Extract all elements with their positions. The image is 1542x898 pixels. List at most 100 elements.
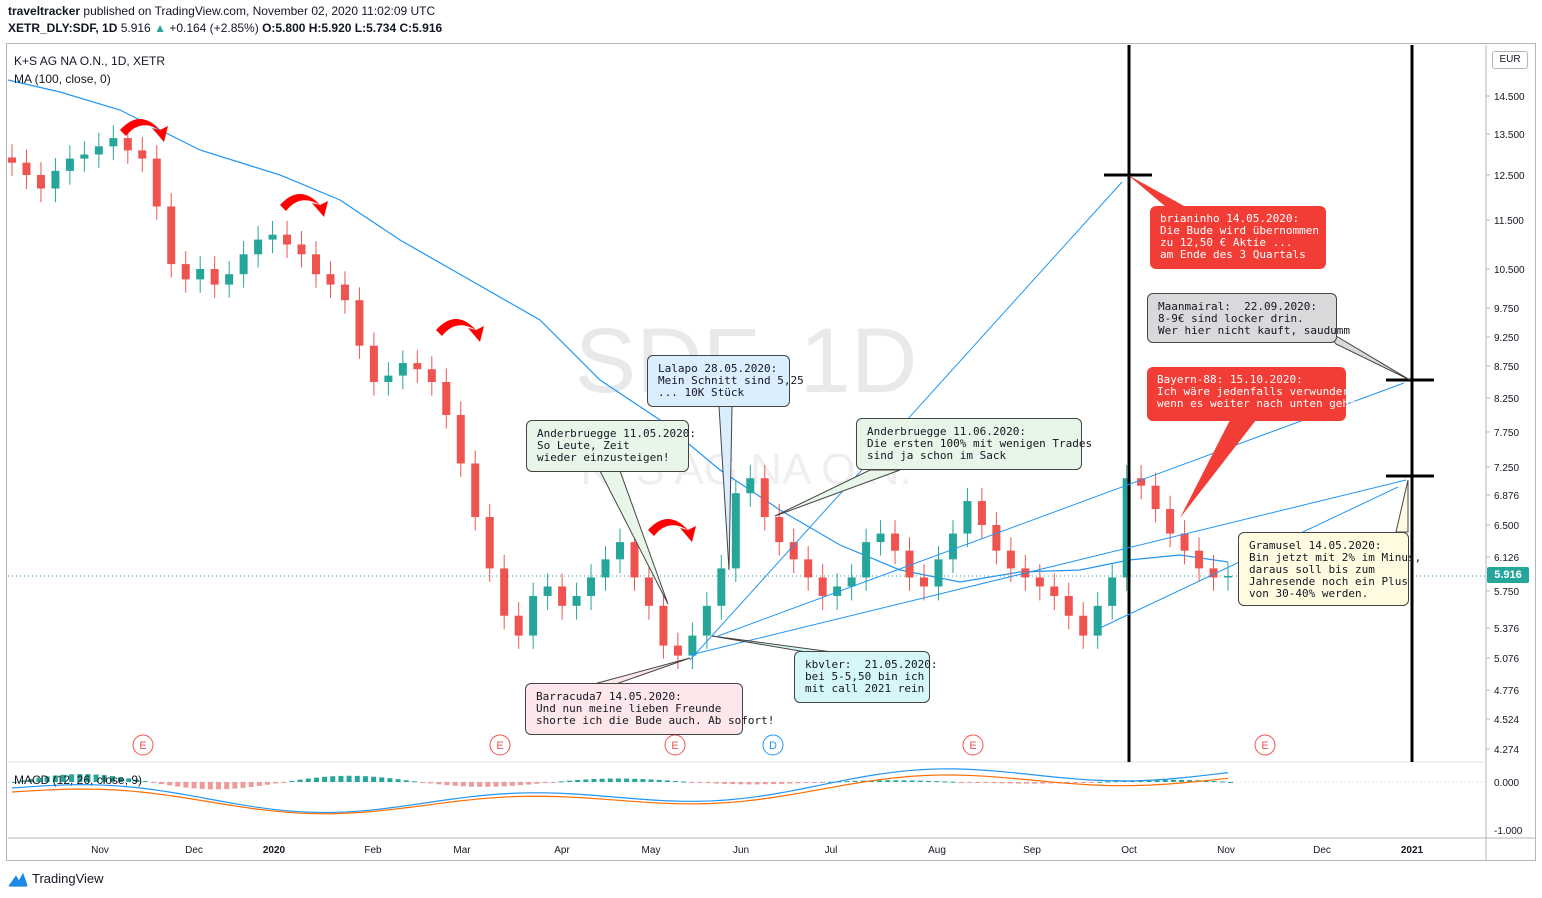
candle xyxy=(717,554,726,620)
candle xyxy=(905,537,914,591)
note-kbvler[interactable]: kbvler: 21.05.2020: bei 5-5,50 bin ich m… xyxy=(794,651,937,703)
macd-hist-bar xyxy=(697,782,703,783)
candle-body xyxy=(1166,509,1175,534)
macd-hist-bar xyxy=(991,782,997,784)
candle xyxy=(36,162,45,203)
legend-symbol: K+S AG NA O.N., 1D, XETR xyxy=(14,54,166,68)
macd-hist-bar xyxy=(811,782,817,783)
macd-hist-bar xyxy=(534,782,540,784)
candle-body xyxy=(587,577,596,596)
note-anderbruegge-1[interactable]: Anderbruegge 11.05.2020: So Leute, Zeit … xyxy=(526,420,696,472)
tradingview-logo[interactable]: TradingView xyxy=(8,871,104,887)
price-tick-label: 6.876 xyxy=(1494,491,1519,502)
candle xyxy=(529,582,538,649)
candle xyxy=(1122,465,1131,591)
candle-body xyxy=(920,577,928,587)
candle xyxy=(1224,562,1232,591)
macd-hist-bar xyxy=(917,780,923,782)
candle xyxy=(760,465,769,531)
macd-hist-bar xyxy=(183,782,189,788)
candle xyxy=(847,564,856,601)
price-tick-label: 9.750 xyxy=(1494,304,1519,315)
candle xyxy=(152,145,161,220)
macd-hist-bar xyxy=(852,780,858,782)
note-maanmairal[interactable]: Maanmairal: 22.09.2020: 8-9€ sind locker… xyxy=(1147,293,1350,343)
currency-badge[interactable]: EUR xyxy=(1492,51,1528,69)
macd-hist-bar xyxy=(264,782,270,785)
candle xyxy=(167,193,176,278)
publisher-name[interactable]: traveltracker xyxy=(8,4,81,18)
macd-hist-bar xyxy=(550,782,556,783)
publish-header: traveltracker published on TradingView.c… xyxy=(8,4,435,18)
candle-body xyxy=(1093,605,1102,636)
macd-hist-bar xyxy=(1081,782,1087,783)
note-gramusel[interactable]: Gramusel 14.05.2020: Bin jetzt mit 2% im… xyxy=(1238,532,1421,606)
macd-hist-bar xyxy=(248,782,254,787)
macd-hist-bar xyxy=(966,782,972,783)
macd-hist-bar xyxy=(828,781,834,783)
macd-hist-bar xyxy=(893,780,899,782)
price-tick-label: 11.500 xyxy=(1494,216,1524,227)
macd-hist-bar xyxy=(860,780,866,782)
event-label: E xyxy=(671,740,678,752)
event-circle xyxy=(132,734,154,756)
note-brianinho[interactable]: brianinho 14.05.2020: Die Bude wird über… xyxy=(1150,206,1326,269)
candle-body xyxy=(51,170,60,189)
candle-body xyxy=(1035,577,1044,587)
price-tick-label: 7.750 xyxy=(1494,428,1519,439)
price-tick-label: 7.250 xyxy=(1494,463,1519,474)
price-tick-label: 6.500 xyxy=(1494,521,1519,532)
candle xyxy=(616,528,624,574)
candle-body xyxy=(543,586,552,596)
macd-hist-bar xyxy=(501,782,507,787)
price-tick-label: 4.776 xyxy=(1494,686,1519,697)
macd-hist-bar xyxy=(901,780,907,782)
macd-hist-bar xyxy=(142,781,148,783)
candle-body xyxy=(862,542,871,578)
note-bayern[interactable]: Bayern-88: 15.10.2020: Ich wäre jedenfal… xyxy=(1147,367,1362,421)
candle xyxy=(948,520,957,574)
macd-hist-bar xyxy=(216,782,222,790)
time-tick-label: Sep xyxy=(1023,845,1041,856)
publish-info: published on TradingView.com, November 0… xyxy=(83,4,436,18)
macd-hist-bar xyxy=(101,775,107,782)
price-tick-label: 6.126 xyxy=(1494,553,1519,564)
candle xyxy=(1151,472,1160,523)
time-tick-label: 2020 xyxy=(263,845,286,856)
note-lalapo[interactable]: Lalapo 28.05.2020: Mein Schnitt sind 5,2… xyxy=(647,355,804,407)
macd-hist-bar xyxy=(722,782,728,784)
macd-hist-bar xyxy=(664,780,670,782)
note-anderbruegge-2[interactable]: Anderbruegge 11.06.2020: Die ersten 100%… xyxy=(856,418,1092,470)
macd-hist-bar xyxy=(1203,780,1209,782)
candle xyxy=(239,241,248,288)
macd-hist-bar xyxy=(1015,782,1021,784)
candle-body xyxy=(1209,568,1218,578)
macd-hist-bar xyxy=(77,774,83,782)
candle-body xyxy=(485,517,494,569)
candle xyxy=(1064,582,1073,630)
macd-hist-bar xyxy=(158,782,164,785)
macd-hist-bar xyxy=(1146,779,1152,782)
macd-hist-bar xyxy=(297,779,303,782)
candle-body xyxy=(1195,550,1204,569)
candle-body xyxy=(601,559,610,578)
macd-hist-bar xyxy=(493,782,499,787)
callout-pointer xyxy=(711,635,833,653)
candle xyxy=(500,554,509,630)
candle-body xyxy=(1122,478,1131,578)
macd-hist-bar xyxy=(746,782,752,785)
macd-hist-bar xyxy=(999,782,1005,784)
macd-hist-bar xyxy=(403,780,409,782)
candle xyxy=(65,145,74,185)
note-barracuda[interactable]: Barracuda7 14.05.2020: Und nun meine lie… xyxy=(525,683,774,735)
last-price-tag: 5.916 xyxy=(1487,567,1529,583)
candle-body xyxy=(616,542,624,560)
candle xyxy=(558,573,567,620)
macd-hist-bar xyxy=(387,778,393,782)
price-tick-label: 5.076 xyxy=(1494,654,1519,665)
event-label: E xyxy=(139,740,146,752)
candle xyxy=(427,356,436,396)
candle-body xyxy=(36,175,45,189)
candle xyxy=(1035,564,1044,601)
